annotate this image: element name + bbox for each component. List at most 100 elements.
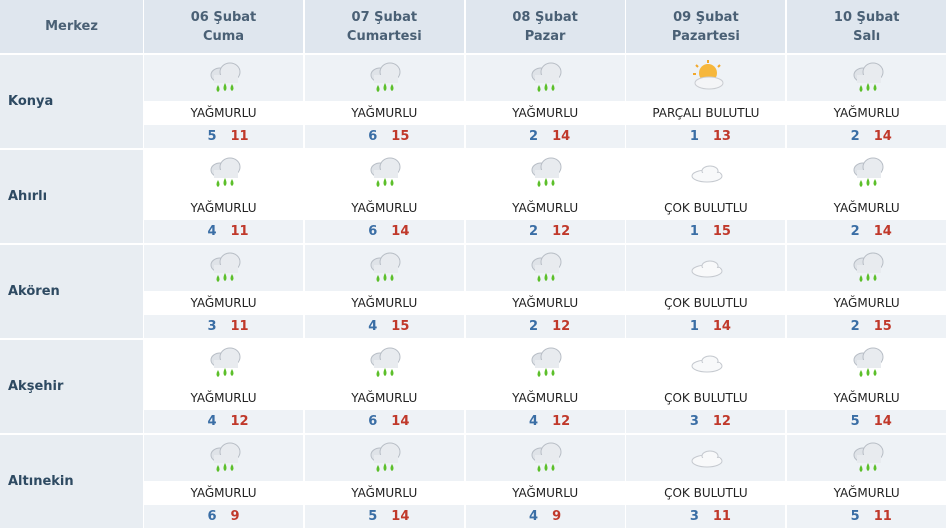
day-header: 10 Şubat Salı [787, 0, 947, 53]
weather-icon-cell [144, 340, 303, 386]
low-temp: 4 [529, 414, 539, 429]
high-temp: 11 [873, 509, 892, 524]
city-name: Altınekin [0, 435, 143, 528]
weather-icon [210, 252, 240, 282]
day-name: Cumartesi [346, 28, 422, 44]
weather-icon [531, 347, 562, 377]
day-date: 10 Şubat [833, 9, 900, 25]
high-temp: 12 [712, 414, 731, 429]
weather-icon-cell [144, 150, 303, 196]
temperatures: 1 14 [626, 315, 786, 338]
high-temp: 14 [873, 224, 892, 239]
condition: YAĞMURLU [351, 106, 418, 120]
weather-icon-cell [465, 55, 625, 101]
high-temp: 12 [230, 414, 249, 429]
temperatures: 3 12 [626, 410, 786, 433]
condition: YAĞMURLU [833, 486, 900, 500]
high-temp: 15 [873, 319, 892, 334]
temperatures: 5 11 [787, 505, 947, 528]
high-temp: 14 [391, 414, 410, 429]
temperatures: 4 11 [144, 220, 303, 243]
high-temp: 13 [712, 129, 731, 144]
low-temp: 2 [529, 129, 539, 144]
weather-icon [210, 347, 240, 377]
weather-icon-cell [787, 435, 947, 481]
condition: YAĞMURLU [512, 106, 579, 120]
weather-icon-cell [787, 245, 947, 291]
temperatures: 3 11 [626, 505, 786, 528]
high-temp: 9 [552, 509, 562, 524]
temperatures: 6 15 [304, 125, 464, 148]
weather-icon [531, 252, 562, 282]
low-temp: 6 [368, 224, 378, 239]
day-header: 08 Şubat Pazar [465, 0, 625, 53]
weather-icon-cell [626, 435, 786, 481]
weather-icon [531, 157, 562, 187]
weather-icon-cell [626, 55, 786, 101]
low-temp: 4 [529, 509, 539, 524]
weather-icon-cell [466, 150, 625, 196]
condition: YAĞMURLU [190, 296, 257, 310]
temperatures: 2 12 [465, 220, 625, 243]
high-temp: 11 [230, 224, 249, 239]
condition: YAĞMURLU [833, 391, 900, 405]
weather-icon-cell [626, 245, 786, 291]
temperatures: 4 12 [144, 410, 303, 433]
day-date: 07 Şubat [351, 9, 418, 25]
weather-icon [531, 62, 562, 92]
low-temp: 2 [850, 224, 860, 239]
condition: YAĞMURLU [833, 296, 900, 310]
condition: YAĞMURLU [351, 201, 418, 215]
high-temp: 15 [712, 224, 731, 239]
low-temp: 5 [850, 414, 860, 429]
day-date: 06 Şubat [190, 9, 257, 25]
weather-icon [853, 157, 884, 187]
weather-icon [691, 450, 723, 468]
temperatures: 6 14 [304, 220, 464, 243]
weather-icon-cell [787, 340, 946, 386]
day-name: Pazar [524, 28, 566, 44]
low-temp: 3 [207, 319, 217, 334]
condition: YAĞMURLU [190, 486, 257, 500]
condition: YAĞMURLU [833, 201, 900, 215]
weather-icon-cell [466, 340, 625, 386]
high-temp: 14 [873, 414, 892, 429]
weather-icon [853, 442, 884, 472]
low-temp: 2 [850, 319, 860, 334]
low-temp: 1 [689, 129, 699, 144]
low-temp: 6 [207, 509, 217, 524]
condition: ÇOK BULUTLU [664, 486, 748, 500]
day-name: Salı [853, 28, 881, 44]
temperatures: 5 11 [144, 125, 303, 148]
weather-icon [370, 347, 401, 377]
city-name: Konya [0, 55, 143, 148]
high-temp: 11 [230, 319, 249, 334]
low-temp: 1 [689, 319, 699, 334]
high-temp: 11 [230, 129, 249, 144]
weather-icon-cell [465, 245, 625, 291]
temperatures: 1 13 [626, 125, 786, 148]
weather-icon-cell [144, 245, 303, 291]
low-temp: 2 [529, 319, 539, 334]
weather-icon-cell [465, 435, 625, 481]
weather-icon-cell [144, 55, 303, 101]
low-temp: 2 [850, 129, 860, 144]
high-temp: 14 [391, 509, 410, 524]
temperatures: 2 14 [787, 220, 947, 243]
condition: YAĞMURLU [512, 201, 579, 215]
day-header: 09 Şubat Pazartesi [626, 0, 786, 53]
weather-icon-cell [304, 55, 464, 101]
temperatures: 4 15 [304, 315, 464, 338]
temperatures: 4 12 [465, 410, 625, 433]
day-header: 06 Şubat Cuma [144, 0, 303, 53]
day-date: 08 Şubat [512, 9, 578, 25]
weather-icon [691, 165, 723, 183]
condition: PARÇALI BULUTLU [652, 106, 760, 120]
temperatures: 5 14 [304, 505, 464, 528]
temperatures: 2 15 [787, 315, 947, 338]
low-temp: 1 [689, 224, 699, 239]
condition: YAĞMURLU [833, 106, 900, 120]
